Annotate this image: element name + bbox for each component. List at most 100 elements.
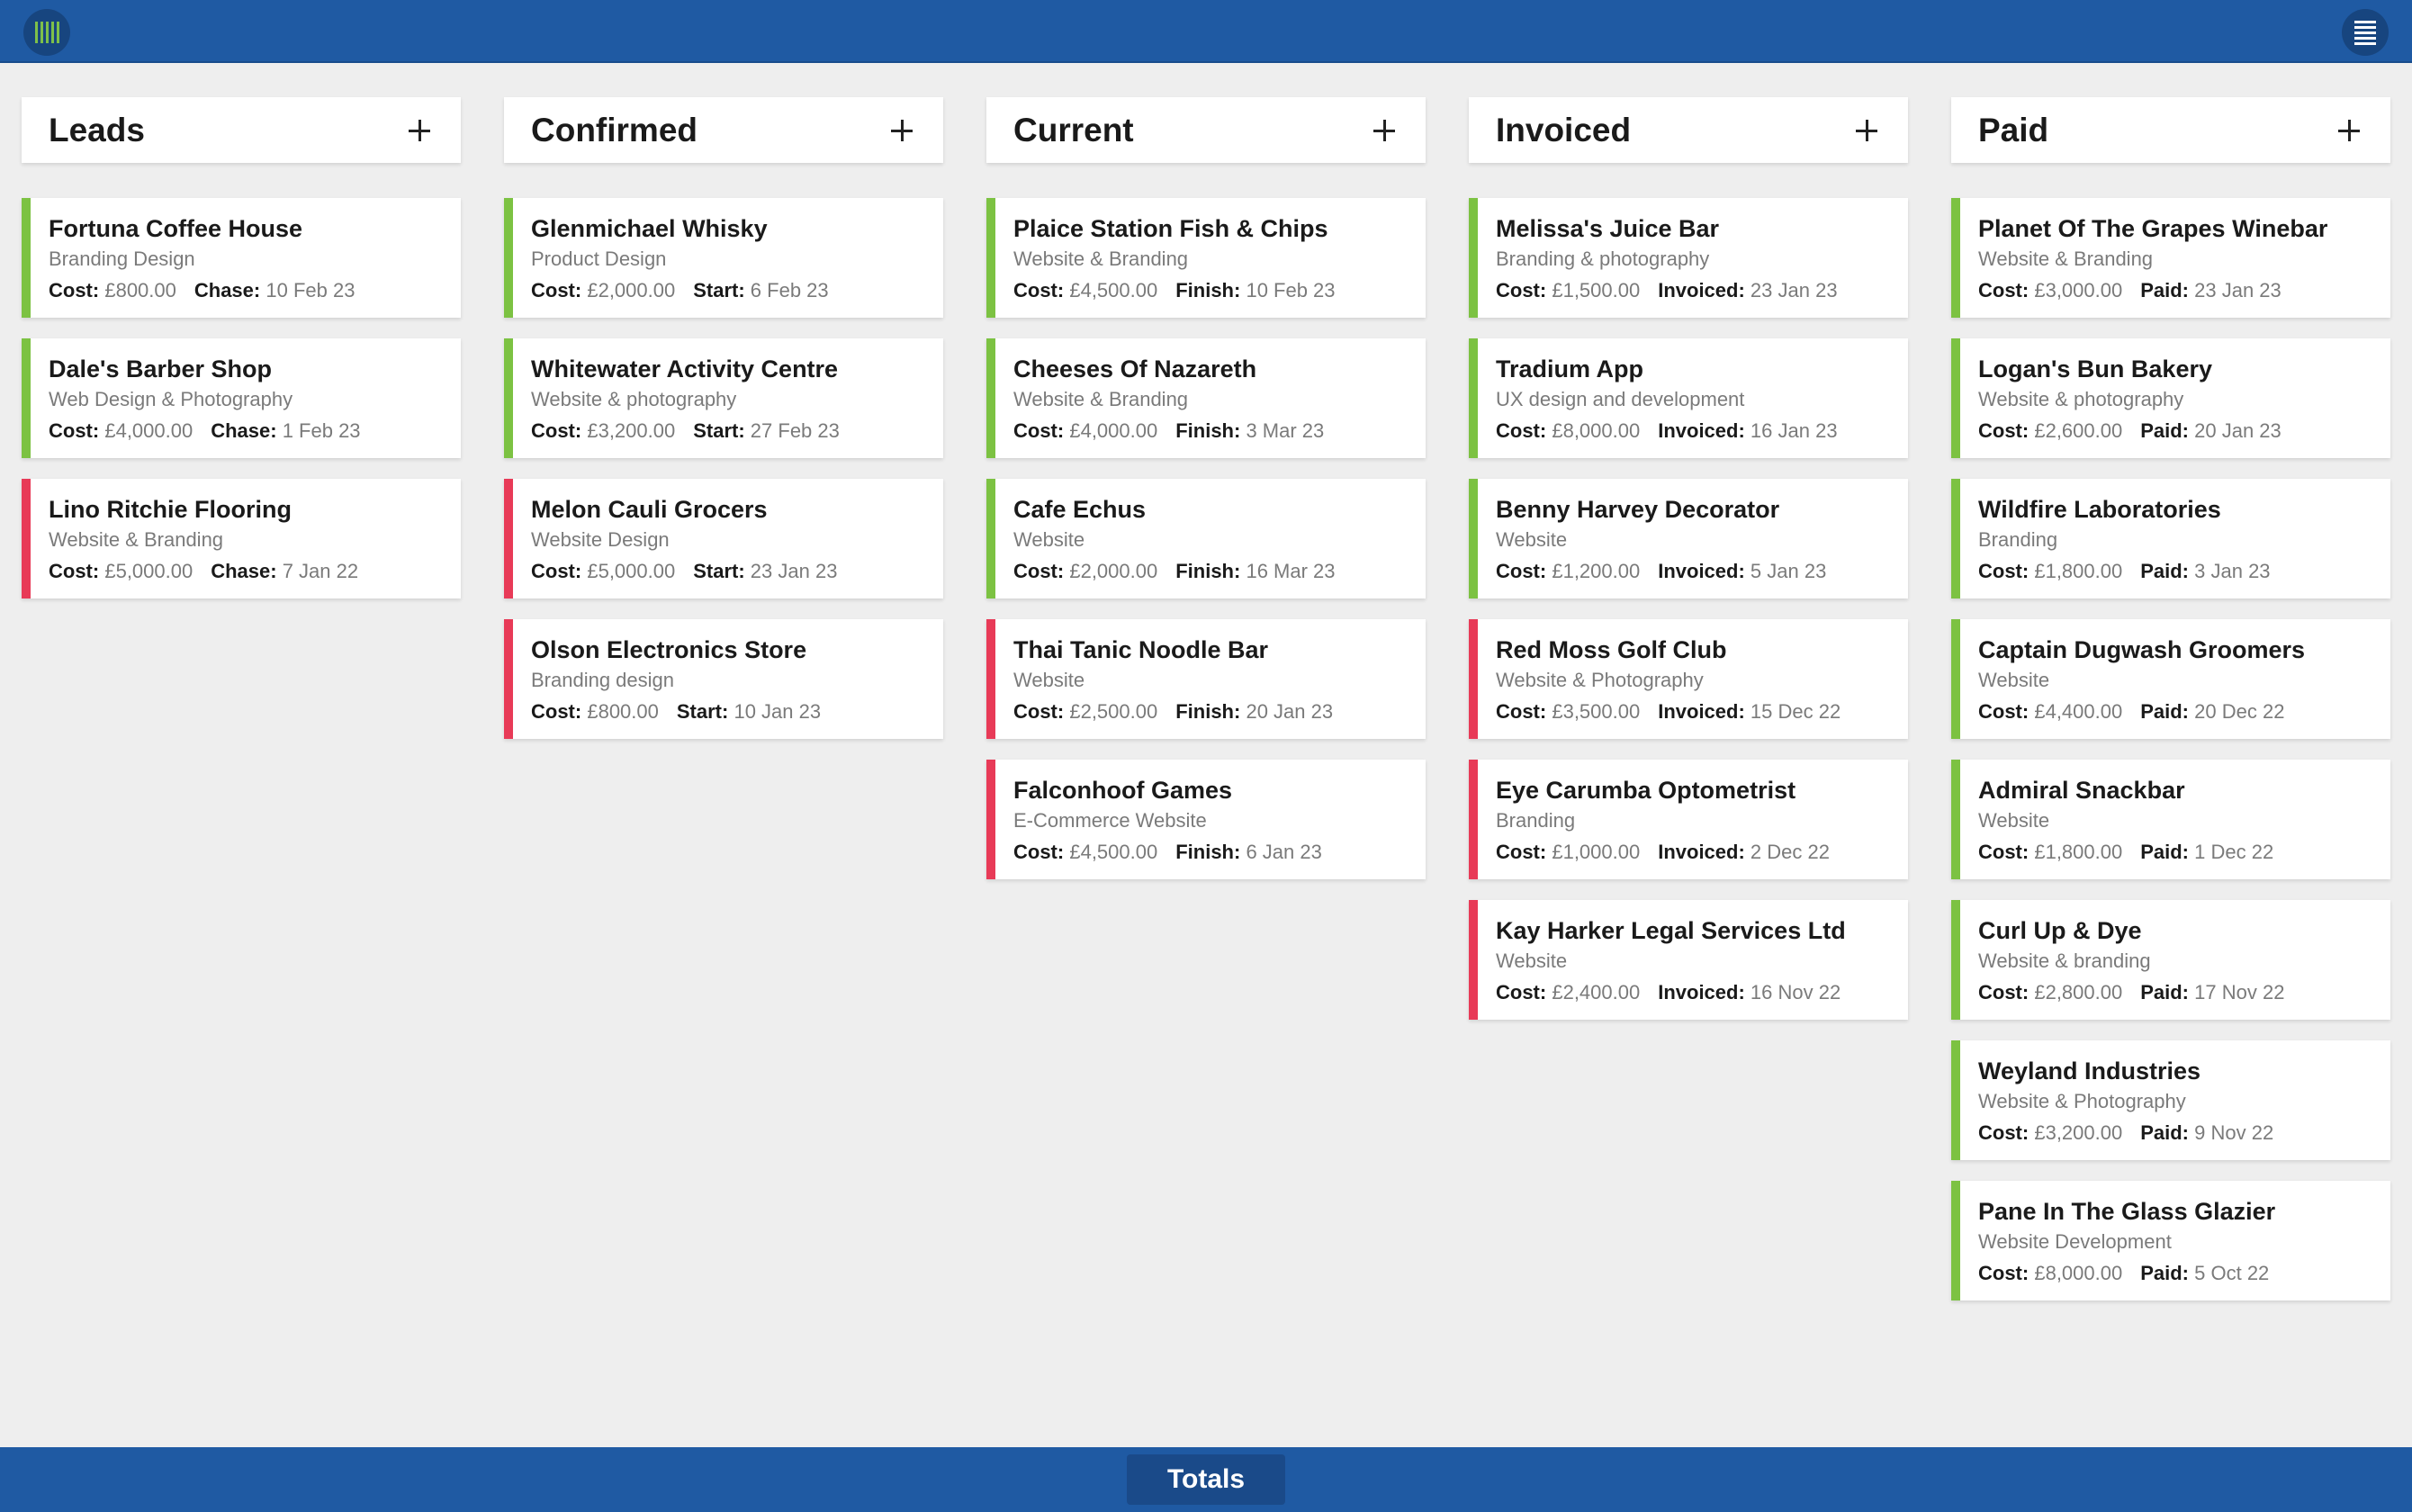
project-card[interactable]: Cafe Echus Website Cost: £2,000.00 Finish: …: [986, 479, 1426, 598]
card-service: Website Development: [1978, 1230, 2172, 1253]
cost-value: £3,500.00: [1552, 700, 1641, 723]
project-card[interactable]: Benny Harvey Decorator Website Cost: £1,20…: [1469, 479, 1908, 598]
plus-icon[interactable]: [884, 112, 920, 148]
date-value: 1 Dec 22: [2194, 841, 2274, 863]
cost-value: £5,000.00: [587, 560, 676, 582]
column-invoiced: Invoiced Melissa's Juice Bar Branding & ph…: [1469, 97, 1908, 1040]
project-card[interactable]: Curl Up & Dye Website & branding Cost: £2,…: [1951, 900, 2390, 1020]
cost-value: £2,400.00: [1552, 981, 1641, 1004]
date-value: 23 Jan 23: [2194, 279, 2282, 302]
card-title: Cafe Echus: [1013, 496, 1147, 523]
totals-button[interactable]: Totals: [1127, 1454, 1285, 1505]
date-label: Paid:: [2140, 1121, 2190, 1144]
barcode-icon[interactable]: [23, 9, 70, 56]
date-value: 10 Jan 23: [734, 700, 822, 723]
cost-label: Cost:: [49, 279, 100, 302]
project-card[interactable]: Cheeses Of Nazareth Website & Branding Cos…: [986, 338, 1426, 458]
cost-value: £1,200.00: [1552, 560, 1641, 582]
card-service: Branding design: [531, 669, 675, 691]
project-card[interactable]: Kay Harker Legal Services Ltd Website Cost…: [1469, 900, 1908, 1020]
date-label: Paid:: [2140, 1262, 2190, 1284]
date-label: Paid:: [2140, 560, 2190, 582]
plus-icon[interactable]: [1366, 112, 1402, 148]
project-card[interactable]: Fortuna Coffee House Branding Design Cost:…: [22, 198, 461, 318]
project-card[interactable]: Melissa's Juice Bar Branding & photograph…: [1469, 198, 1908, 318]
cost-value: £4,500.00: [1069, 279, 1158, 302]
cost-value: £2,000.00: [1069, 560, 1158, 582]
project-card[interactable]: Whitewater Activity Centre Website & phot…: [504, 338, 943, 458]
project-card[interactable]: Planet Of The Grapes Winebar Website & Br…: [1951, 198, 2390, 318]
project-card[interactable]: Thai Tanic Noodle Bar Website Cost: £2,500…: [986, 619, 1426, 739]
project-card[interactable]: Pane In The Glass Glazier Website Develop…: [1951, 1181, 2390, 1300]
project-card[interactable]: Olson Electronics Store Branding design Co…: [504, 619, 943, 739]
project-card[interactable]: Weyland Industries Website & Photography C…: [1951, 1040, 2390, 1160]
project-card[interactable]: Red Moss Golf Club Website & Photography C…: [1469, 619, 1908, 739]
project-card[interactable]: Tradium App UX design and development Cost…: [1469, 338, 1908, 458]
date-label: Paid:: [2140, 841, 2190, 863]
column-title: Paid: [1978, 111, 2049, 148]
menu-icon[interactable]: [2342, 9, 2389, 56]
project-card[interactable]: Logan's Bun Bakery Website & photography C…: [1951, 338, 2390, 458]
project-card[interactable]: Plaice Station Fish & Chips Website & Bra…: [986, 198, 1426, 318]
card-list: Plaice Station Fish & Chips Website & Bra…: [986, 198, 1426, 879]
card-meta: Cost: £2,000.00 Finish: 16 Mar 23: [1013, 555, 1408, 588]
card-title: Falconhoof Games: [1013, 777, 1233, 804]
card-service: E-Commerce Website: [1013, 809, 1207, 832]
plus-icon[interactable]: [1849, 112, 1885, 148]
card-title: Weyland Industries: [1978, 1058, 2201, 1084]
plus-icon[interactable]: [401, 112, 437, 148]
date-label: Finish:: [1175, 279, 1241, 302]
card-service: Branding: [1978, 528, 2058, 551]
cost-label: Cost:: [1496, 981, 1547, 1004]
card-meta: Cost: £800.00 Start: 10 Jan 23: [531, 696, 925, 728]
project-card[interactable]: Lino Ritchie Flooring Website & Branding C…: [22, 479, 461, 598]
card-service: Website & Photography: [1496, 669, 1704, 691]
card-meta: Cost: £8,000.00 Paid: 5 Oct 22: [1978, 1257, 2372, 1290]
project-card[interactable]: Glenmichael Whisky Product Design Cost: £2…: [504, 198, 943, 318]
project-card[interactable]: Captain Dugwash Groomers Website Cost: £4,…: [1951, 619, 2390, 739]
card-title: Captain Dugwash Groomers: [1978, 636, 2306, 663]
cost-value: £1,800.00: [2034, 841, 2123, 863]
column-header: Paid: [1951, 97, 2390, 163]
card-service: Website & Branding: [1013, 248, 1189, 270]
card-service: Website & Branding: [1978, 248, 2154, 270]
date-value: 5 Oct 22: [2194, 1262, 2270, 1284]
card-title: Fortuna Coffee House: [49, 215, 303, 242]
date-value: 27 Feb 23: [750, 419, 840, 442]
project-card[interactable]: Falconhoof Games E-Commerce Website Cost: …: [986, 760, 1426, 879]
date-value: 6 Jan 23: [1246, 841, 1322, 863]
project-card[interactable]: Eye Carumba Optometrist Branding Cost: £1,…: [1469, 760, 1908, 879]
date-value: 16 Mar 23: [1246, 560, 1336, 582]
project-card[interactable]: Admiral Snackbar Website Cost: £1,800.00 Pa…: [1951, 760, 2390, 879]
project-card[interactable]: Melon Cauli Grocers Website Design Cost: £…: [504, 479, 943, 598]
card-title: Pane In The Glass Glazier: [1978, 1198, 2276, 1225]
card-service: Branding Design: [49, 248, 195, 270]
cost-value: £3,000.00: [2034, 279, 2123, 302]
card-service: Website & branding: [1978, 950, 2151, 972]
card-list: Fortuna Coffee House Branding Design Cost:…: [22, 198, 461, 598]
date-label: Paid:: [2140, 279, 2190, 302]
cost-label: Cost:: [531, 700, 582, 723]
cost-label: Cost:: [1978, 419, 2030, 442]
card-title: Curl Up & Dye: [1978, 917, 2142, 944]
cost-value: £3,200.00: [2034, 1121, 2123, 1144]
card-title: Plaice Station Fish & Chips: [1013, 215, 1328, 242]
cost-label: Cost:: [1496, 279, 1547, 302]
card-service: Website: [1978, 809, 2050, 832]
kanban-board: Leads Fortuna Coffee House Branding Design…: [0, 97, 2412, 1429]
date-label: Paid:: [2140, 419, 2190, 442]
project-card[interactable]: Wildfire Laboratories Branding Cost: £1,80…: [1951, 479, 2390, 598]
plus-icon[interactable]: [2331, 112, 2367, 148]
card-meta: Cost: £2,500.00 Finish: 20 Jan 23: [1013, 696, 1408, 728]
card-service: Website & Branding: [1013, 388, 1189, 410]
date-label: Paid:: [2140, 700, 2190, 723]
project-card[interactable]: Dale's Barber Shop Web Design & Photograp…: [22, 338, 461, 458]
cost-label: Cost:: [1013, 279, 1065, 302]
cost-value: £4,400.00: [2034, 700, 2123, 723]
cost-value: £1,000.00: [1552, 841, 1641, 863]
cost-label: Cost:: [1496, 419, 1547, 442]
card-meta: Cost: £4,500.00 Finish: 10 Feb 23: [1013, 274, 1408, 307]
date-value: 20 Jan 23: [2194, 419, 2282, 442]
cost-label: Cost:: [531, 419, 582, 442]
card-meta: Cost: £2,800.00 Paid: 17 Nov 22: [1978, 976, 2372, 1009]
